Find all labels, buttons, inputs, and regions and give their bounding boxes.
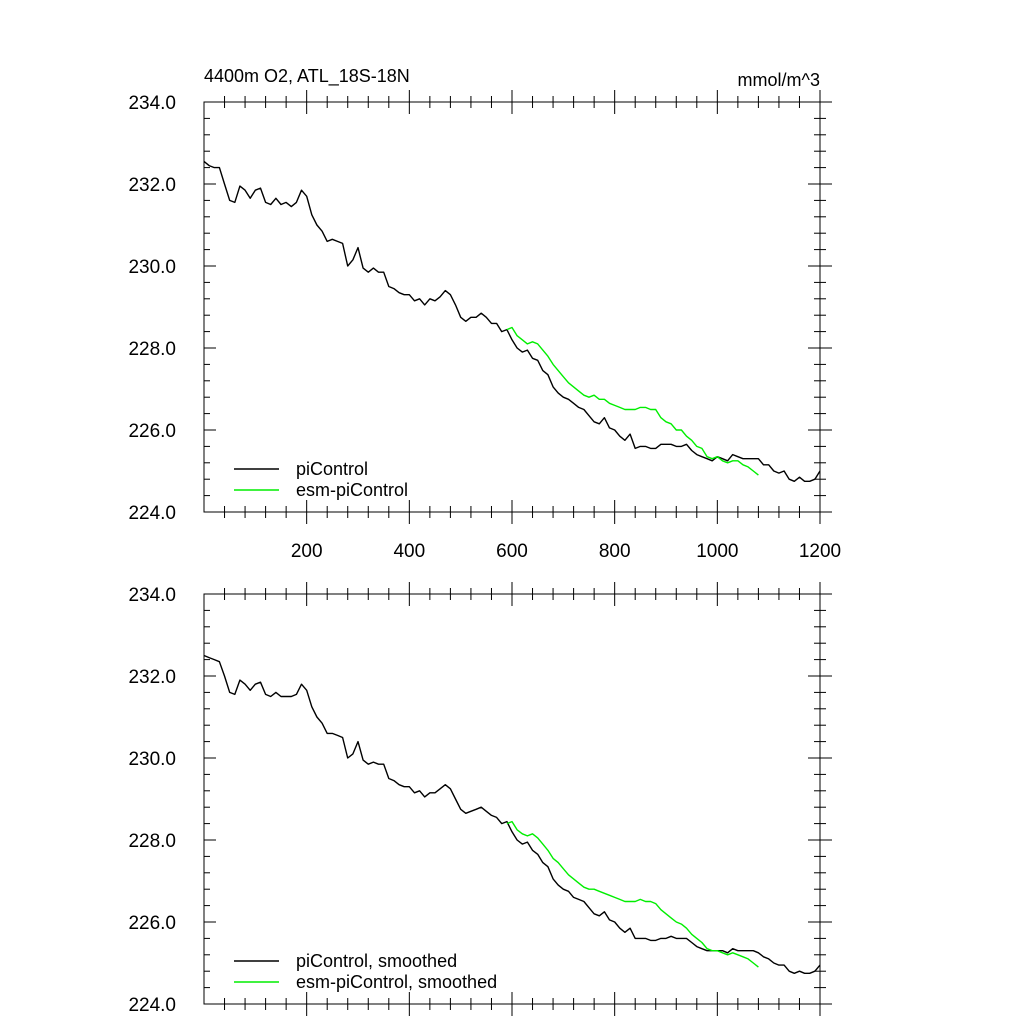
top-panel-units: mmol/m^3	[738, 70, 820, 90]
y-tick-label: 226.0	[128, 913, 176, 934]
y-tick-label: 226.0	[128, 421, 176, 442]
top-panel-legend: piControl esm-piControl	[234, 459, 408, 500]
y-tick-label: 232.0	[128, 667, 176, 688]
y-tick-label: 234.0	[128, 93, 176, 114]
series-line-picontrol	[203, 160, 821, 482]
y-tick-label: 232.0	[128, 175, 176, 196]
x-tick-label: 1200	[799, 541, 841, 562]
y-tick-label: 224.0	[128, 503, 176, 524]
y-tick-label: 224.0	[128, 995, 176, 1016]
bottom-panel-frame	[203, 593, 821, 1005]
top-panel: 4400m O2, ATL_18S-18N mmol/m^3 224.0 226.…	[128, 66, 841, 562]
y-tick-label: 228.0	[128, 831, 176, 852]
x-tick-label: 800	[599, 541, 631, 562]
y-tick-label: 230.0	[128, 749, 176, 770]
bottom-panel-tick-labels: 224.0 226.0 228.0 230.0 232.0 234.0	[128, 585, 176, 1016]
x-tick-label: 400	[393, 541, 425, 562]
series-line-esm-picontrol	[506, 326, 759, 476]
top-panel-tick-labels: 224.0 226.0 228.0 230.0 232.0 234.0 200 400 600 8…	[128, 93, 841, 562]
y-tick-label: 234.0	[128, 585, 176, 606]
top-panel-series	[203, 160, 821, 482]
series-line-esm-picontrol-smoothed	[506, 820, 759, 968]
x-tick-label: 200	[291, 541, 323, 562]
legend-label-esm-picontrol-smoothed: esm-piControl, smoothed	[296, 972, 497, 992]
y-tick-label: 230.0	[128, 257, 176, 278]
series-line-picontrol-smoothed	[203, 654, 821, 974]
bottom-panel-legend: piControl, smoothed esm-piControl, smoot…	[234, 951, 497, 992]
top-panel-ticks	[204, 90, 832, 524]
y-tick-label: 228.0	[128, 339, 176, 360]
legend-label-picontrol: piControl	[296, 459, 368, 479]
bottom-panel-series	[203, 654, 821, 974]
top-panel-frame	[203, 101, 821, 513]
legend-label-esm-picontrol: esm-piControl	[296, 480, 408, 500]
top-panel-title: 4400m O2, ATL_18S-18N	[204, 66, 410, 87]
bottom-panel: 224.0 226.0 228.0 230.0 232.0 234.0 piControl…	[128, 582, 832, 1016]
x-tick-label: 600	[496, 541, 528, 562]
legend-label-picontrol-smoothed: piControl, smoothed	[296, 951, 457, 971]
x-tick-label: 1000	[696, 541, 738, 562]
